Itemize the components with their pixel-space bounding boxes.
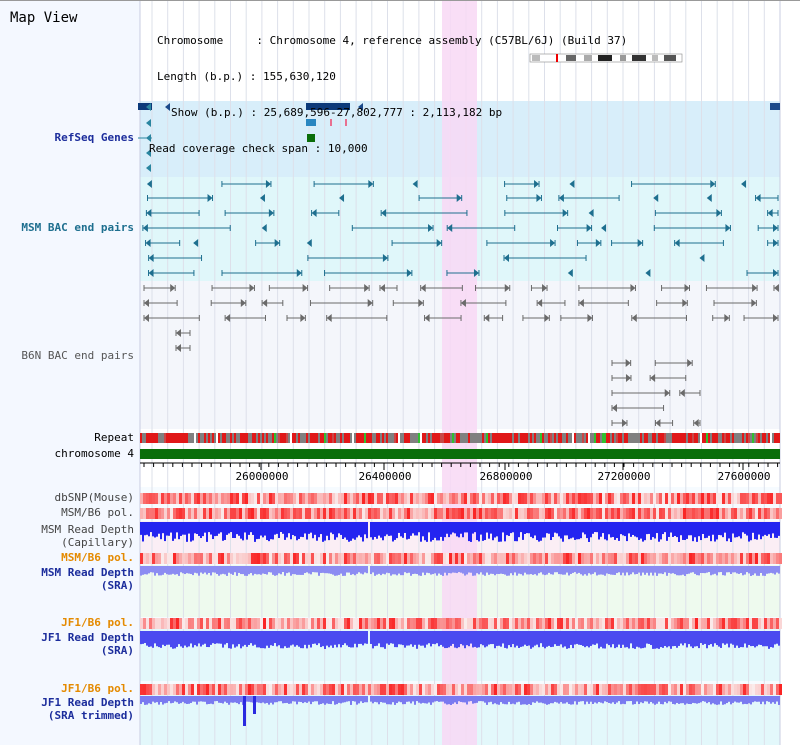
chromosome-value: Chromosome 4, reference assembly (C57BL/… (269, 34, 628, 47)
b6n-bac-track (143, 284, 779, 427)
chromosome-bar (140, 449, 780, 459)
repeat-track (140, 433, 780, 443)
axis-tick-label: 26000000 (236, 470, 289, 483)
track-label-refseq[interactable]: RefSeq Genes (54, 131, 134, 144)
track-label-chromosome[interactable]: chromosome 4 (54, 447, 134, 460)
region-info: Chromosome : Chromosome 4, reference ass… (149, 34, 628, 155)
heatmap-tracks (140, 493, 782, 695)
track-label-jf1-trim-sub: (SRA trimmed) (47, 709, 134, 722)
track-label-repeat[interactable]: Repeat (94, 431, 134, 444)
axis-tick-label: 27600000 (718, 470, 771, 483)
track-label-jf1-depth[interactable]: JF1 Read Depth (41, 631, 134, 644)
span-value: 10,000 (327, 142, 368, 155)
track-label-msm-bac[interactable]: MSM BAC end pairs (21, 221, 134, 234)
msm-bac-track (142, 180, 779, 277)
depth-tracks (140, 522, 780, 726)
track-label-msm-depth-sra[interactable]: MSM Read Depth (41, 566, 134, 579)
axis-tick-label: 26800000 (480, 470, 533, 483)
page-title: Map View (10, 10, 78, 26)
position-axis: 26000000 26400000 26800000 27200000 27600000 (140, 462, 780, 483)
show-value: 25,689,596-27,802,777 : 2,113,182 bp (263, 106, 503, 119)
length-value: 155,630,120 (262, 70, 336, 83)
track-label-jf1-trim[interactable]: JF1 Read Depth (41, 696, 134, 709)
track-label-b6n-bac[interactable]: B6N BAC end pairs (21, 349, 134, 362)
track-label-jf1-depth-sub: (SRA) (100, 644, 134, 657)
axis-tick-label: 26400000 (359, 470, 412, 483)
chromosome-ideogram (529, 53, 683, 63)
track-label-msm-depth-cap-sub: (Capillary) (61, 536, 134, 549)
track-label-msm-depth-sra-sub: (SRA) (100, 579, 134, 592)
track-label-msm-pol-1[interactable]: MSM/B6 pol. (61, 506, 134, 519)
axis-tick-label: 27200000 (598, 470, 651, 483)
track-label-column (0, 1, 140, 745)
track-label-jf1-pol-2[interactable]: JF1/B6 pol. (61, 682, 134, 695)
refseq-genes-track (138, 103, 780, 172)
track-label-jf1-pol-1[interactable]: JF1/B6 pol. (61, 616, 134, 629)
track-label-msm-depth-cap[interactable]: MSM Read Depth (41, 523, 134, 536)
track-label-msm-pol-2[interactable]: MSM/B6 pol. (61, 551, 134, 564)
track-label-dbsnp[interactable]: dbSNP(Mouse) (54, 491, 134, 504)
